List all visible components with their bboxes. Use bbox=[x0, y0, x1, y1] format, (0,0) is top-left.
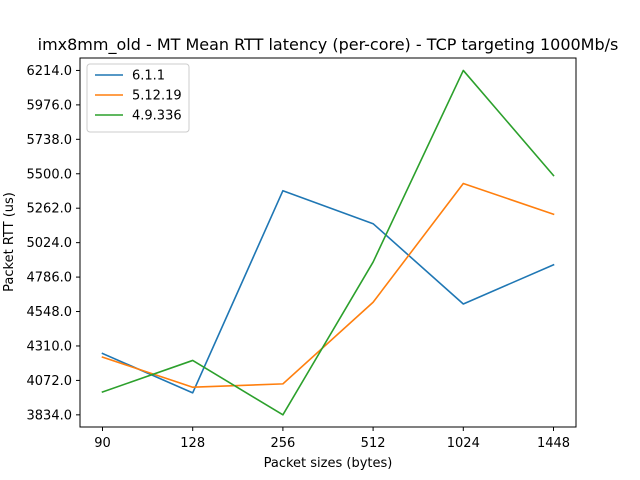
legend-label: 6.1.1 bbox=[132, 69, 165, 84]
x-tick-label: 90 bbox=[94, 436, 111, 451]
legend-label: 4.9.336 bbox=[132, 109, 182, 124]
y-tick-label: 5976.0 bbox=[27, 98, 73, 113]
y-axis: 3834.0 4072.0 4310.0 4548.0 4786.0 5024.0 5262… bbox=[27, 64, 80, 423]
x-tick-label: 1448 bbox=[537, 436, 570, 451]
y-tick-label: 4310.0 bbox=[27, 339, 73, 354]
x-tick-label: 256 bbox=[270, 436, 295, 451]
y-tick-label: 5738.0 bbox=[27, 133, 73, 148]
series-lines bbox=[101, 69, 555, 416]
y-axis-title: Packet RTT (us) bbox=[2, 192, 17, 292]
y-tick-label: 6214.0 bbox=[27, 64, 73, 79]
x-tick-label: 1024 bbox=[447, 436, 480, 451]
y-tick-label: 4548.0 bbox=[27, 305, 73, 320]
series-line-0 bbox=[101, 189, 555, 394]
x-axis-title: Packet sizes (bytes) bbox=[264, 456, 393, 471]
y-tick-label: 5500.0 bbox=[27, 167, 73, 182]
y-tick-label: 5024.0 bbox=[27, 236, 73, 251]
x-tick-label: 128 bbox=[180, 436, 205, 451]
y-tick-label: 5262.0 bbox=[27, 202, 73, 217]
y-tick-label: 4072.0 bbox=[27, 374, 73, 389]
x-axis: 90 128 256 512 1024 1448 bbox=[94, 427, 570, 451]
legend: 6.1.1 5.12.19 4.9.336 bbox=[86, 63, 190, 133]
y-tick-label: 4786.0 bbox=[27, 271, 73, 286]
legend-label: 5.12.19 bbox=[132, 89, 182, 104]
series-line-1 bbox=[101, 182, 555, 389]
chart-title: imx8mm_old - MT Mean RTT latency (per-co… bbox=[38, 35, 619, 55]
x-tick-label: 512 bbox=[361, 436, 386, 451]
plot-frame bbox=[79, 57, 577, 428]
series-line-2 bbox=[101, 69, 555, 416]
y-tick-label: 3834.0 bbox=[27, 408, 73, 423]
